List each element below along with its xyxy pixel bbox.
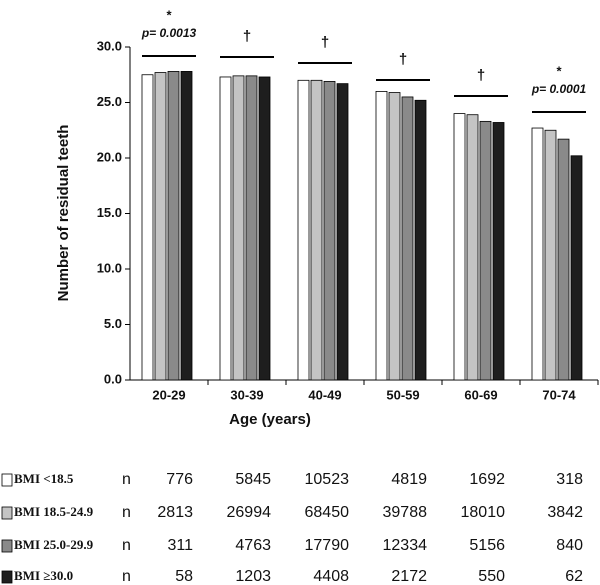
n-value: 17790 xyxy=(305,537,350,554)
n-value: 5845 xyxy=(235,471,271,488)
bar xyxy=(401,96,414,381)
annotation-symbol: * xyxy=(556,63,562,78)
bar xyxy=(167,71,180,381)
n-label: n xyxy=(122,471,131,488)
n-value: 5156 xyxy=(469,537,505,554)
bar xyxy=(479,120,492,381)
y-tick-label: 20.0 xyxy=(97,149,122,164)
bar xyxy=(492,122,505,381)
n-value: 2813 xyxy=(157,504,193,521)
n-value: 68450 xyxy=(305,504,350,521)
x-tick-label: 60-69 xyxy=(464,387,497,402)
bar xyxy=(336,83,349,381)
n-value: 3842 xyxy=(547,504,583,521)
legend-label: BMI 18.5-24.9 xyxy=(14,504,94,519)
n-label: n xyxy=(122,504,131,521)
bar xyxy=(258,76,271,381)
n-value: 4819 xyxy=(391,471,427,488)
annotation-text: p= 0.0013 xyxy=(141,26,197,40)
y-tick-label: 15.0 xyxy=(97,205,122,220)
x-tick-label: 40-49 xyxy=(308,387,341,402)
n-value: 311 xyxy=(167,537,193,554)
x-tick-label: 70-74 xyxy=(542,387,576,402)
bar xyxy=(414,99,427,381)
annotation-symbol: † xyxy=(321,34,329,51)
legend-label: BMI <18.5 xyxy=(14,471,74,486)
n-value: 550 xyxy=(478,568,505,585)
legend-swatch xyxy=(1,473,13,487)
n-value: 62 xyxy=(565,568,583,585)
n-value: 26994 xyxy=(227,504,272,521)
bar xyxy=(323,81,336,381)
legend-label: BMI 25.0-29.9 xyxy=(14,537,94,552)
legend-swatch xyxy=(1,570,13,584)
y-tick-label: 25.0 xyxy=(97,94,122,109)
bar xyxy=(141,74,154,381)
bar xyxy=(531,127,544,381)
bar xyxy=(544,129,557,381)
annotation-symbol: † xyxy=(243,28,251,45)
bar xyxy=(557,138,570,381)
annotation-symbol: † xyxy=(477,67,485,84)
bar xyxy=(466,114,479,381)
y-tick-label: 30.0 xyxy=(97,38,122,53)
x-tick-label: 20-29 xyxy=(152,387,185,402)
y-tick-label: 0.0 xyxy=(104,371,122,386)
annotation-symbol: † xyxy=(399,51,407,68)
n-value: 58 xyxy=(175,568,193,585)
n-value: 1203 xyxy=(235,568,271,585)
bar xyxy=(219,76,232,381)
x-axis-label: Age (years) xyxy=(229,411,311,428)
n-value: 39788 xyxy=(383,504,428,521)
bar xyxy=(570,155,583,381)
legend-swatch xyxy=(1,506,13,520)
bar xyxy=(453,113,466,381)
n-value: 1692 xyxy=(469,471,505,488)
x-tick-label: 30-39 xyxy=(230,387,263,402)
annotation-text: p= 0.0001 xyxy=(531,82,587,96)
bar xyxy=(375,91,388,381)
n-label: n xyxy=(122,568,131,585)
x-tick-label: 50-59 xyxy=(386,387,419,402)
n-value: 776 xyxy=(166,471,193,488)
n-value: 840 xyxy=(556,537,583,554)
legend-label: BMI ≥30.0 xyxy=(14,568,73,583)
bar xyxy=(310,79,323,381)
n-value: 318 xyxy=(556,471,583,488)
n-value: 2172 xyxy=(391,568,427,585)
bar xyxy=(388,92,401,381)
y-tick-label: 5.0 xyxy=(104,316,122,331)
n-value: 10523 xyxy=(305,471,350,488)
bar xyxy=(180,71,193,381)
n-value: 12334 xyxy=(383,537,428,554)
n-label: n xyxy=(122,537,131,554)
y-tick-label: 10.0 xyxy=(97,260,122,275)
n-value: 18010 xyxy=(461,504,506,521)
legend-swatch xyxy=(1,539,13,553)
n-value: 4763 xyxy=(235,537,271,554)
bar xyxy=(297,79,310,381)
y-axis-label: Number of residual teeth xyxy=(55,125,72,302)
bar xyxy=(232,75,245,381)
bar xyxy=(154,72,167,381)
n-value: 4408 xyxy=(313,568,349,585)
annotation-symbol: * xyxy=(166,7,172,22)
bar xyxy=(245,75,258,381)
